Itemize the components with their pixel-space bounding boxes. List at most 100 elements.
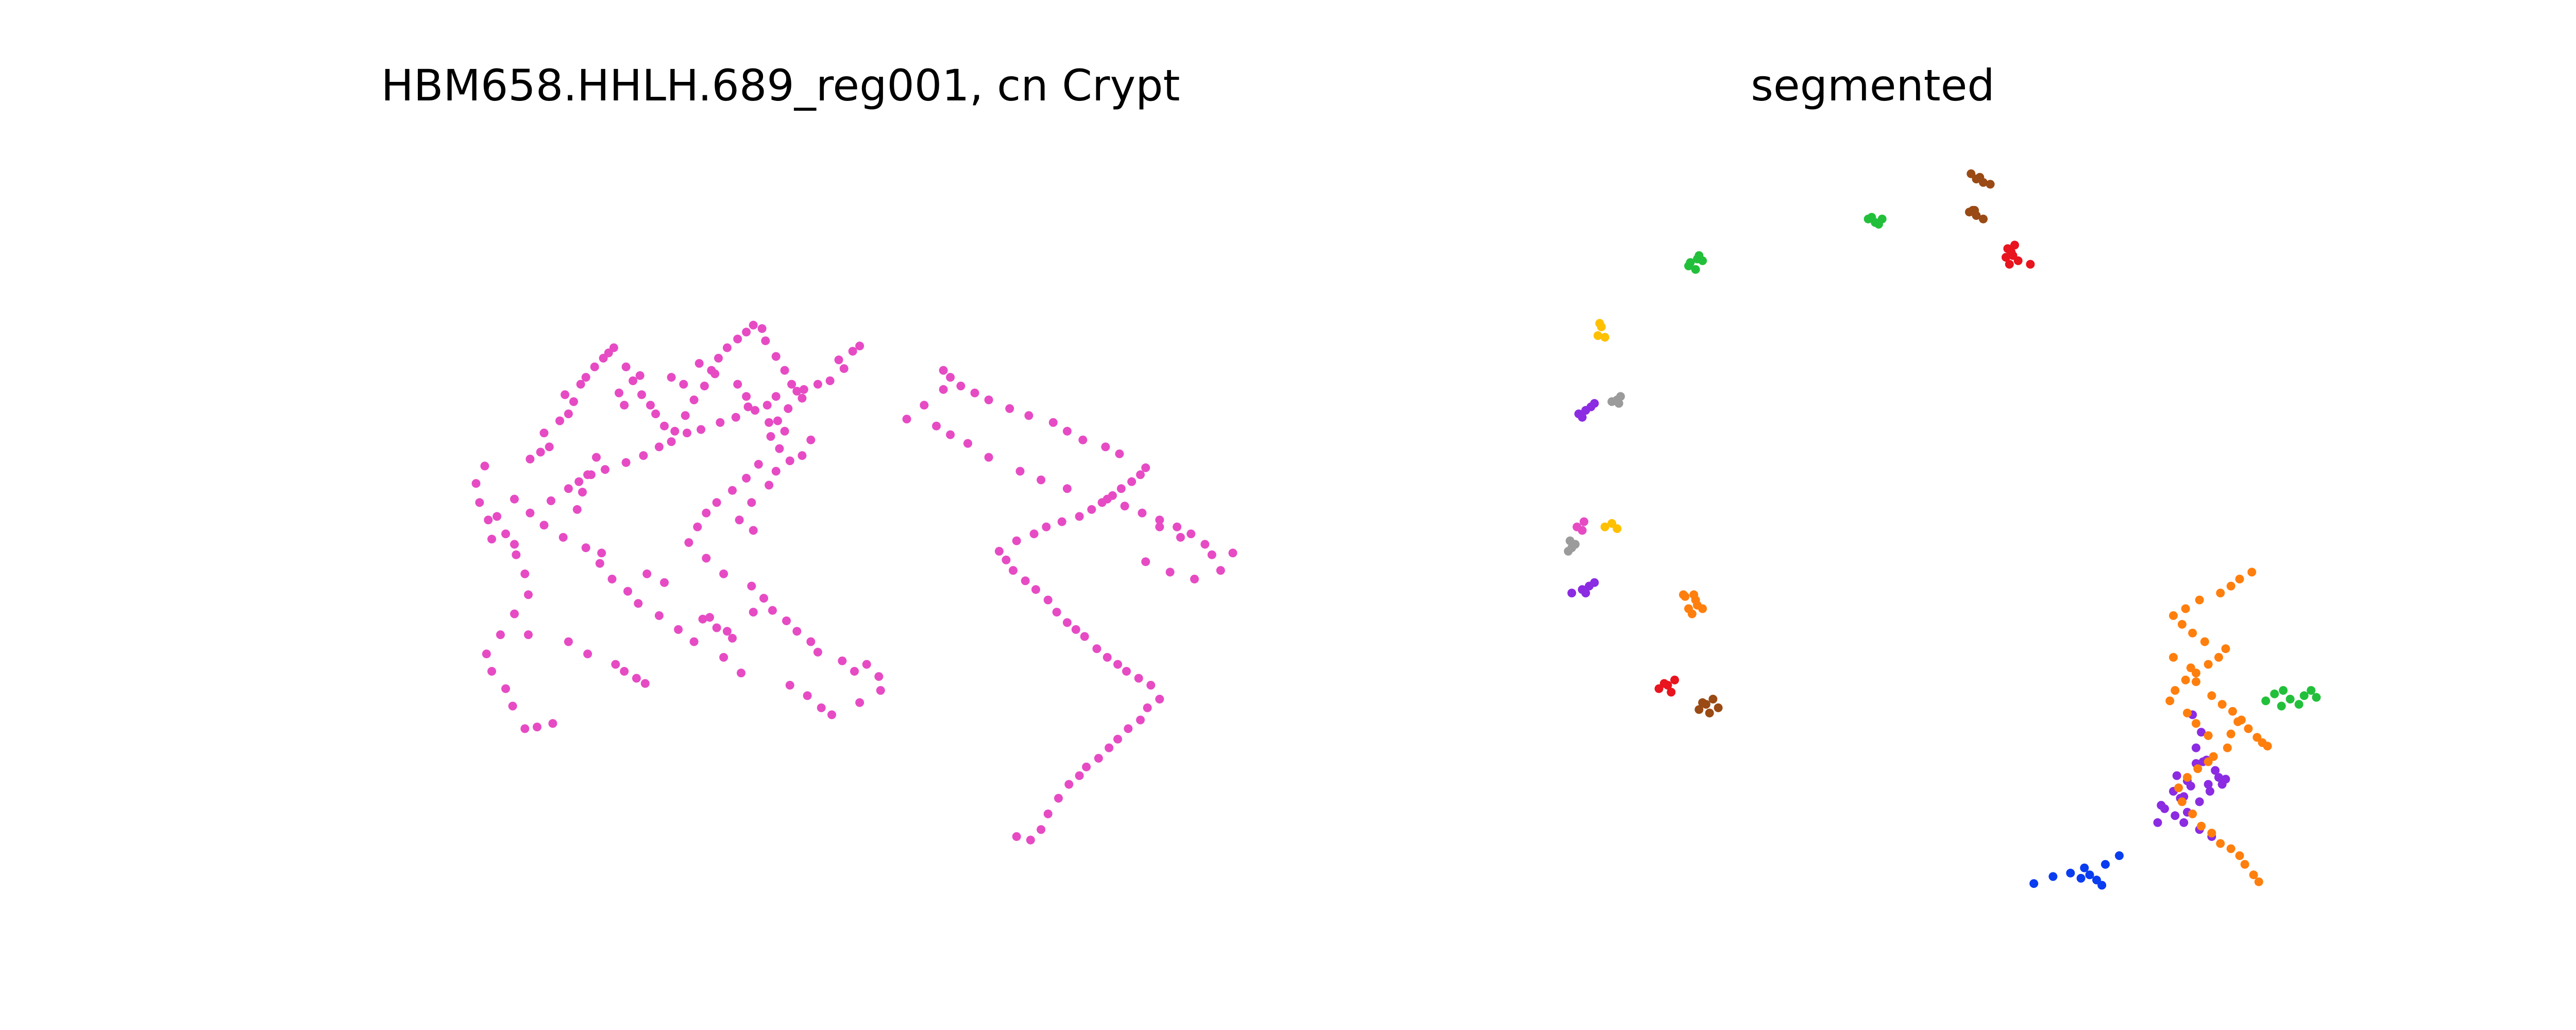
scatter-point	[1595, 319, 1604, 328]
scatter-point	[1015, 467, 1025, 476]
scatter-point	[2312, 693, 2321, 702]
scatter-point	[601, 465, 609, 474]
scatter-point	[806, 435, 816, 444]
scatter-point	[526, 508, 535, 518]
scatter-point	[679, 380, 688, 389]
scatter-point	[558, 533, 568, 542]
scatter-point	[771, 352, 781, 361]
scatter-point	[640, 679, 650, 688]
scatter-point	[773, 416, 782, 425]
scatter-point	[1062, 484, 1072, 493]
scatter-point	[615, 388, 623, 398]
scatter-series	[471, 320, 885, 733]
scatter-point	[1012, 536, 1021, 545]
scatter-point	[737, 668, 745, 678]
scatter-point	[733, 380, 742, 389]
scatter-point	[1062, 426, 1072, 436]
scatter-point	[487, 667, 496, 676]
scatter-point	[761, 336, 770, 346]
scatter-point	[545, 442, 554, 452]
scatter-point	[1670, 675, 1679, 684]
scatter-point	[2172, 771, 2181, 780]
scatter-point	[782, 616, 791, 625]
scatter-point	[1087, 505, 1096, 514]
scatter-point	[1594, 331, 1602, 340]
scatter-point	[2066, 868, 2075, 878]
scatter-point	[564, 409, 573, 419]
scatter-point	[694, 359, 704, 368]
scatter-point	[920, 401, 929, 410]
scatter-point	[728, 486, 737, 495]
scatter-point	[1979, 214, 1988, 224]
scatter-point	[825, 376, 835, 385]
scatter-point	[1691, 265, 1700, 274]
scatter-point	[1874, 219, 1883, 229]
scatter-point	[1071, 625, 1080, 634]
scatter-point	[2193, 764, 2202, 774]
scatter-point	[693, 522, 702, 531]
scatter-point	[939, 366, 948, 375]
scatter-point	[611, 660, 620, 669]
scatter-point	[667, 373, 676, 382]
scatter-point	[956, 382, 965, 390]
scatter-series	[1567, 399, 1599, 597]
scatter-point	[2211, 766, 2220, 775]
scatter-point	[2200, 637, 2209, 646]
scatter-point	[1689, 590, 1699, 599]
scatter-point	[595, 559, 604, 568]
scatter-point	[510, 540, 519, 549]
scatter-point	[1614, 399, 1623, 408]
scatter-point	[2171, 811, 2180, 820]
scatter-point	[855, 341, 865, 351]
scatter-point	[548, 719, 557, 728]
scatter-point	[1138, 508, 1147, 518]
scatter-point	[1115, 449, 1124, 458]
scatter-point	[712, 498, 721, 507]
scatter-point	[2179, 818, 2189, 827]
scatter-point	[1616, 392, 1625, 401]
scatter-point	[798, 393, 807, 403]
scatter-point	[813, 380, 822, 389]
scatter-point	[749, 526, 758, 535]
scatter-point	[1141, 463, 1150, 472]
scatter-point	[1101, 442, 1110, 452]
scatter-point	[1062, 618, 1072, 627]
scatter-point	[564, 637, 573, 646]
scatter-point	[634, 599, 643, 608]
scatter-point	[792, 387, 802, 396]
scatter-point	[2204, 780, 2213, 789]
scatter-point	[1667, 688, 1676, 697]
scatter-point	[1043, 595, 1053, 605]
scatter-point	[1187, 529, 1196, 539]
scatter-point	[520, 569, 530, 578]
scatter-point	[817, 703, 826, 712]
scatter-point	[1122, 667, 1131, 676]
scatter-point	[533, 723, 541, 732]
scatter-point	[547, 496, 555, 505]
scatter-point	[2174, 783, 2183, 793]
scatter-point	[2010, 241, 2019, 250]
scatter-point	[1567, 589, 1577, 597]
scatter-point	[637, 390, 646, 399]
scatter-point	[526, 454, 535, 464]
scatter-point	[1975, 173, 1985, 182]
scatter-point	[1590, 578, 1599, 587]
scatter-point	[1578, 526, 1587, 535]
scatter-point	[698, 614, 707, 624]
scatter-point	[1024, 411, 1033, 420]
scatter-point	[2192, 677, 2200, 686]
scatter-point	[2192, 668, 2200, 678]
scatter-point	[716, 418, 725, 427]
scatter-point	[700, 382, 709, 390]
scatter-point	[1694, 705, 1704, 714]
scatter-point	[621, 362, 631, 371]
scatter-point	[496, 630, 505, 639]
scatter-point	[876, 686, 885, 695]
scatter-point	[1659, 679, 1669, 688]
scatter-point	[2048, 872, 2058, 881]
scatter-point	[719, 653, 728, 662]
scatter-point	[683, 428, 691, 438]
scatter-point	[731, 413, 740, 422]
scatter-point	[2197, 728, 2206, 737]
scatter-point	[2261, 696, 2270, 706]
